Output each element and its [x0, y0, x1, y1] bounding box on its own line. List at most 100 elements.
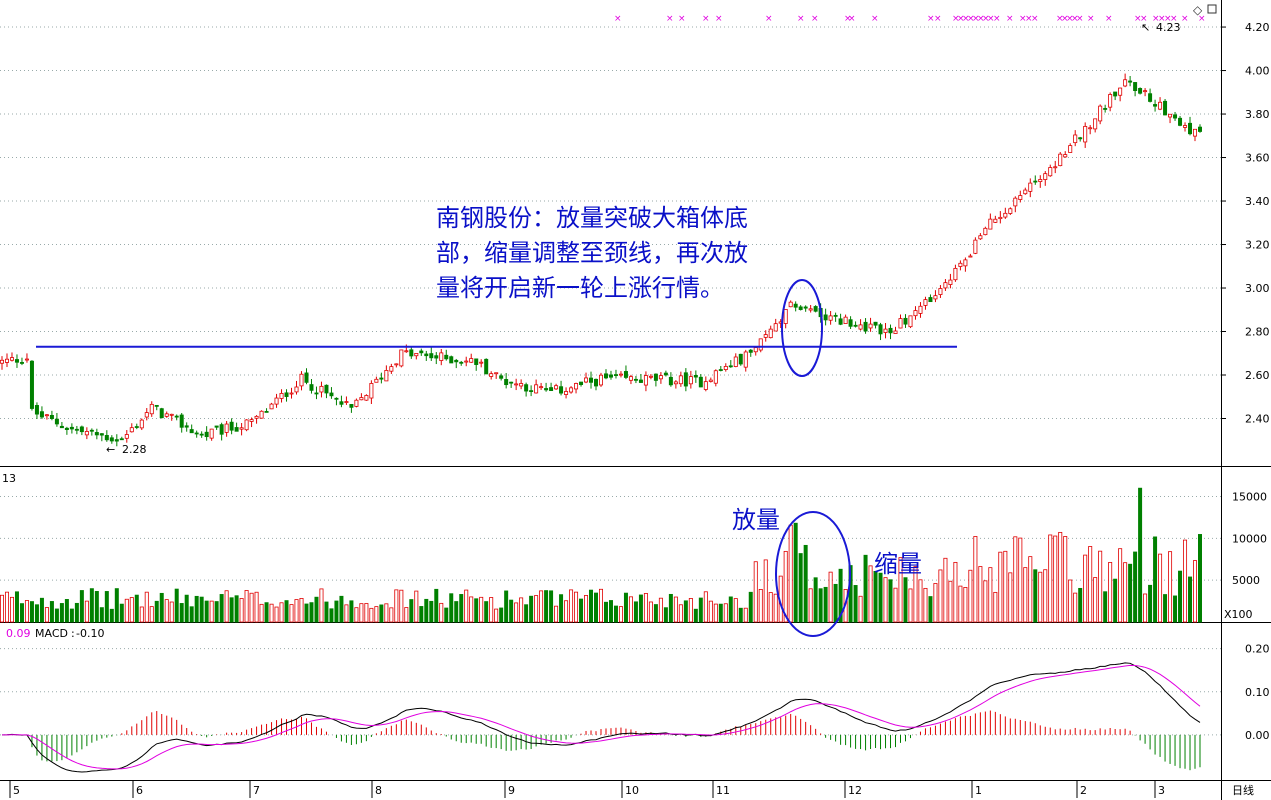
volume-bar: [773, 593, 778, 623]
volume-bar: [823, 586, 828, 623]
candle-body: [59, 425, 64, 429]
candle-body: [179, 414, 184, 428]
volume-bar: [264, 602, 269, 623]
candle-body: [149, 403, 154, 415]
volume-bar: [1113, 578, 1118, 623]
candle-body: [214, 425, 219, 428]
volume-bar: [519, 597, 524, 623]
volume-bar: [793, 522, 798, 623]
volume-bar: [603, 601, 608, 623]
volume-tick-label: 5000: [1232, 574, 1260, 587]
volume-bar: [9, 596, 14, 623]
volume-bar: [59, 603, 64, 623]
volume-bar: [923, 587, 928, 623]
candle-body: [853, 324, 858, 327]
candle-body: [54, 418, 59, 425]
volume-bar: [1118, 548, 1123, 623]
candle-body: [1118, 87, 1123, 96]
candle-body: [728, 365, 733, 368]
volume-bar: [1018, 537, 1023, 623]
volume-panel-title: 13: [2, 472, 16, 485]
volume-bar: [29, 601, 34, 623]
volume-bar: [449, 593, 454, 623]
volume-bar: [1153, 536, 1158, 623]
date-tick-label: 10: [625, 784, 639, 797]
diamond-icon[interactable]: ◇: [1193, 3, 1203, 17]
volume-bar: [1013, 536, 1018, 623]
signal-marker: ×: [993, 14, 1001, 24]
candle-body: [354, 399, 359, 407]
macd-colon: :: [71, 627, 75, 640]
volume-bar: [414, 590, 419, 623]
volume-bar: [978, 566, 983, 623]
candle-body: [748, 349, 753, 353]
volume-bar: [868, 565, 873, 623]
signal-marker: ×: [967, 14, 975, 24]
candle-body: [269, 403, 274, 410]
candle-body: [1158, 101, 1163, 110]
candle-body: [439, 352, 444, 361]
candle-body: [459, 361, 464, 364]
candle-body: [104, 435, 109, 441]
candle-body: [1173, 114, 1178, 119]
volume-bar: [1123, 562, 1128, 623]
breakout-ellipse: [781, 279, 823, 377]
volume-bar: [1173, 595, 1178, 623]
candle-body: [564, 391, 569, 395]
candle-body: [594, 378, 599, 387]
volume-bar: [908, 588, 913, 623]
volume-bar: [454, 601, 459, 623]
macd-tick-label: 0.20: [1245, 643, 1270, 656]
candles: [0, 73, 1203, 447]
price-tick-label: 4.00: [1245, 65, 1270, 78]
volume-bar: [968, 569, 973, 623]
volume-bar: [618, 606, 623, 623]
volume-bar: [988, 567, 993, 623]
dea-line: [1, 664, 1201, 770]
volume-bar: [948, 580, 953, 623]
volume-bar: [898, 557, 903, 623]
volume-bar: [1098, 550, 1103, 623]
candle-body: [1018, 195, 1023, 200]
volume-bar: [1183, 539, 1188, 623]
signal-marker: ×: [1066, 14, 1074, 24]
volume-bar: [943, 557, 948, 623]
volume-bar: [998, 551, 1003, 623]
volume-bar: [69, 608, 74, 623]
restore-icon[interactable]: [1207, 4, 1217, 14]
volume-bar: [534, 595, 539, 623]
volume-bar: [34, 604, 39, 623]
candle-body: [409, 349, 414, 357]
volume-bar: [883, 577, 888, 623]
volume-bar: [663, 607, 668, 623]
volume-bar: [863, 554, 868, 623]
candle-body: [164, 413, 169, 417]
candle-body: [154, 404, 159, 407]
candle-body: [24, 358, 29, 361]
volume-bar: [154, 600, 159, 623]
volume-bar: [958, 585, 963, 623]
signal-marker: ×: [1134, 14, 1142, 24]
volume-bar: [419, 606, 424, 623]
candle-body: [559, 386, 564, 394]
candle-body: [1128, 80, 1133, 83]
candle-body: [114, 439, 119, 442]
date-tick-label: 7: [253, 784, 260, 797]
volume-bar: [1188, 576, 1193, 623]
candle-body: [1008, 208, 1013, 214]
volume-bar: [973, 536, 978, 623]
candle-body: [254, 415, 259, 419]
candle-body: [988, 218, 993, 230]
candle-body: [504, 379, 509, 386]
volume-bar: [394, 589, 399, 623]
volume-bar: [199, 596, 204, 623]
period-label[interactable]: 日线: [1232, 783, 1254, 797]
volume-bar: [89, 588, 94, 623]
volume-bar: [259, 603, 264, 623]
volume-bar: [579, 598, 584, 623]
volume-bar: [334, 600, 339, 623]
candle-body: [0, 359, 4, 364]
candle-body: [743, 351, 748, 368]
signal-marker: ×: [957, 14, 965, 24]
candle-body: [494, 372, 499, 375]
